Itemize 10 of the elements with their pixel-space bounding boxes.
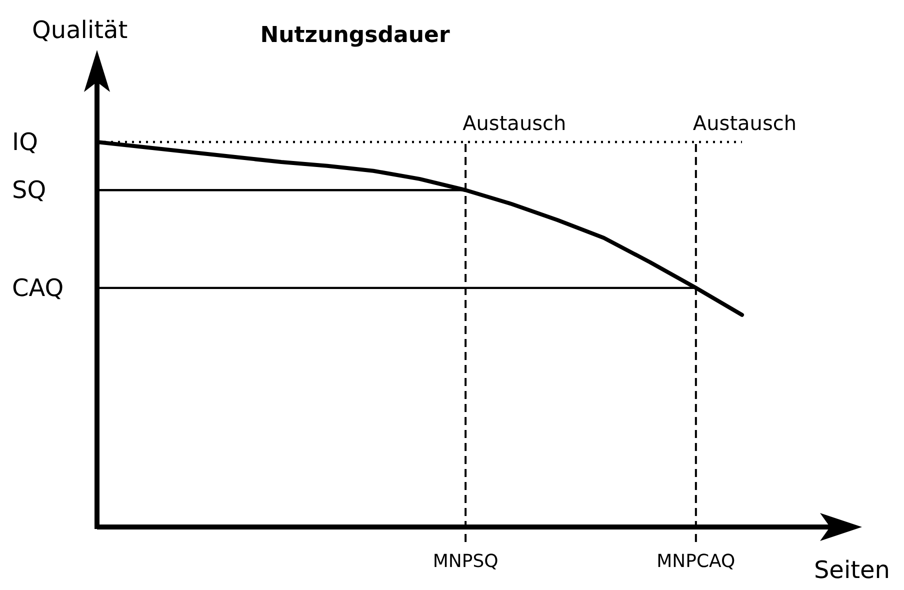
y-axis-title: Qualität bbox=[32, 16, 128, 44]
ref-line-label: CAQ bbox=[12, 274, 64, 302]
annotation: Austausch bbox=[692, 111, 797, 135]
x-tick-label: MNPSQ bbox=[432, 551, 498, 572]
x-tick-label: MNPCAQ bbox=[656, 551, 736, 572]
annotation: Austausch bbox=[462, 111, 566, 135]
x-axis-title: Seiten bbox=[814, 556, 890, 584]
ref-line-label: SQ bbox=[12, 176, 46, 204]
chart-title: Nutzungsdauer bbox=[260, 23, 450, 48]
ref-line-label: IQ bbox=[12, 128, 38, 156]
